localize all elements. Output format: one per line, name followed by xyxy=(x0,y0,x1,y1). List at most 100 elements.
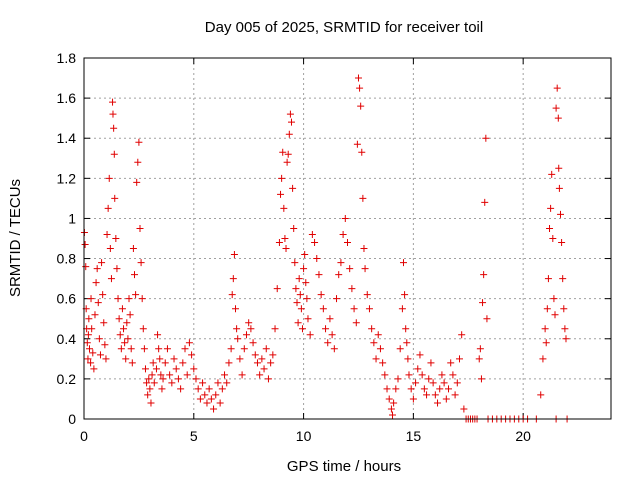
data-point xyxy=(326,315,334,323)
data-point xyxy=(168,379,176,387)
data-point xyxy=(350,305,358,313)
data-point xyxy=(547,204,555,212)
data-point xyxy=(353,140,361,148)
data-point xyxy=(551,311,559,319)
data-point xyxy=(110,150,118,158)
data-point xyxy=(301,251,309,259)
data-point xyxy=(214,379,222,387)
data-point xyxy=(477,375,485,383)
data-point xyxy=(360,245,368,253)
data-point xyxy=(292,285,300,293)
data-point xyxy=(561,325,569,333)
data-point xyxy=(256,371,264,379)
data-point xyxy=(306,331,314,339)
data-point xyxy=(183,371,191,379)
data-point xyxy=(288,118,296,126)
data-point xyxy=(291,259,299,267)
data-point xyxy=(558,239,566,247)
chart-title: Day 005 of 2025, SRMTID for receiver toi… xyxy=(205,19,483,36)
data-point xyxy=(553,84,561,92)
data-point xyxy=(302,279,310,287)
data-point xyxy=(106,245,114,253)
data-point xyxy=(286,110,294,118)
x-tick-label: 5 xyxy=(190,428,198,444)
data-point xyxy=(544,275,552,283)
data-point xyxy=(201,391,209,399)
data-point xyxy=(549,235,557,242)
data-point xyxy=(109,98,117,106)
data-point xyxy=(402,325,410,333)
data-point xyxy=(304,315,312,323)
data-point xyxy=(132,291,140,299)
data-point xyxy=(107,275,115,283)
x-tick-label: 20 xyxy=(515,428,531,444)
data-point xyxy=(234,335,242,343)
data-point xyxy=(458,331,466,339)
y-tick-label: 1.2 xyxy=(57,170,77,186)
data-point xyxy=(251,351,259,359)
data-point xyxy=(290,224,298,232)
data-point xyxy=(356,84,364,92)
data-point xyxy=(374,331,382,339)
data-point xyxy=(93,265,101,273)
data-point xyxy=(346,265,354,273)
data-point xyxy=(358,148,366,156)
data-point xyxy=(185,339,193,347)
y-tick-label: 0.6 xyxy=(57,291,77,307)
data-point xyxy=(317,291,325,299)
data-point xyxy=(134,158,142,166)
data-point xyxy=(84,355,92,363)
data-point xyxy=(322,325,330,333)
data-point xyxy=(126,311,134,319)
data-point xyxy=(298,325,306,333)
data-point xyxy=(482,134,490,142)
data-point xyxy=(420,385,428,393)
data-point xyxy=(442,395,450,403)
data-point xyxy=(324,339,332,347)
data-point xyxy=(154,331,162,339)
y-tick-label: 1.6 xyxy=(57,90,77,106)
data-point xyxy=(438,371,446,379)
data-point xyxy=(390,399,398,407)
data-point xyxy=(158,385,166,393)
data-point xyxy=(161,359,169,367)
data-point xyxy=(392,385,400,393)
x-tick-label: 15 xyxy=(406,428,422,444)
data-point xyxy=(264,375,272,383)
data-point xyxy=(283,158,291,166)
data-point xyxy=(85,315,93,323)
data-point xyxy=(83,339,91,347)
data-point xyxy=(412,379,420,387)
data-point xyxy=(129,245,137,253)
data-point xyxy=(267,359,275,367)
data-point xyxy=(282,245,290,253)
data-point xyxy=(315,271,323,279)
data-point xyxy=(418,371,426,379)
data-point xyxy=(245,319,253,327)
data-point xyxy=(120,325,128,333)
data-point xyxy=(552,104,560,112)
data-point xyxy=(100,319,108,327)
data-point xyxy=(289,184,297,192)
data-point xyxy=(275,239,283,247)
data-point xyxy=(133,178,141,186)
data-point xyxy=(368,325,376,333)
data-point xyxy=(150,379,158,387)
data-point xyxy=(192,375,200,383)
data-point xyxy=(559,275,567,283)
data-point xyxy=(212,391,220,399)
data-point xyxy=(105,174,113,182)
data-point xyxy=(294,319,302,327)
data-point xyxy=(172,365,180,373)
data-point xyxy=(82,263,90,271)
data-point xyxy=(308,230,316,238)
data-point xyxy=(262,345,270,353)
data-point xyxy=(114,295,122,303)
data-point xyxy=(449,371,457,379)
data-point xyxy=(337,259,345,267)
data-point xyxy=(225,359,233,367)
data-point xyxy=(159,375,167,383)
data-point xyxy=(271,325,279,333)
data-point xyxy=(118,305,126,313)
